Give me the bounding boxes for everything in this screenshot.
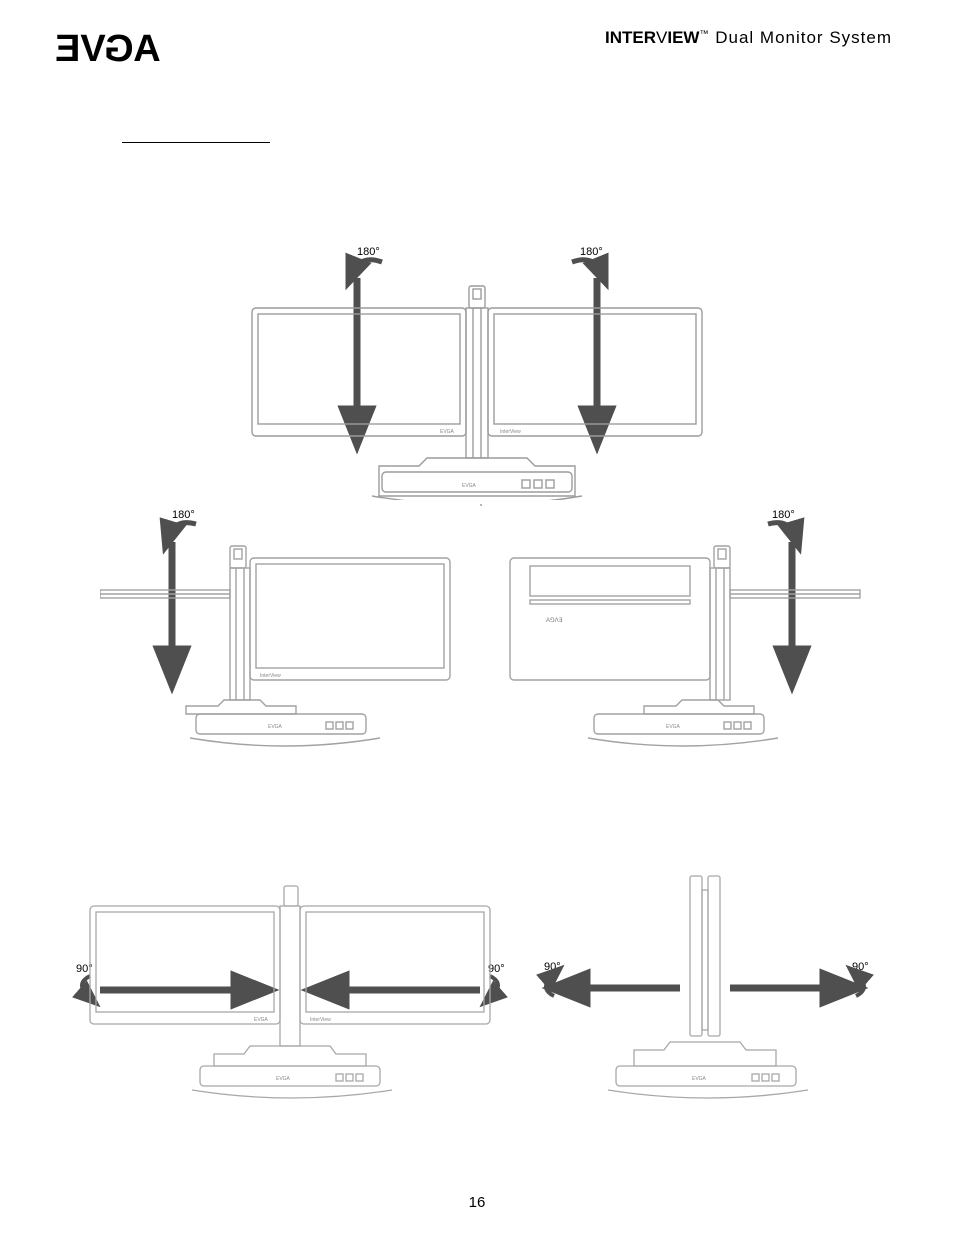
svg-text:EVGA: EVGA: [254, 1017, 269, 1023]
svg-text:EVGA: EVGA: [276, 1076, 291, 1082]
diagram-swing-90-folded: 90° 90° EVGA: [520, 870, 890, 1130]
product-v: V: [656, 28, 667, 47]
page-header: EVGA INTERVIEW™ Dual Monitor System: [0, 0, 954, 71]
svg-text:InterView: InterView: [500, 429, 521, 435]
svg-text:EVGA: EVGA: [692, 1076, 707, 1082]
trademark: ™: [699, 28, 709, 38]
svg-text:EVGA: EVGA: [440, 429, 455, 435]
diagram-top-rotation: 180° 180° EVGA InterView: [222, 240, 732, 510]
angle-label-right: 180°: [580, 246, 603, 258]
product-desc: Dual Monitor System: [715, 28, 892, 47]
brand-logo: EVGA: [56, 28, 160, 71]
back-brand: A⅁Λ∃: [546, 617, 563, 624]
svg-text:EVGA: EVGA: [666, 724, 681, 730]
angle-label-left: 180°: [357, 246, 380, 258]
product-suffix: IEW: [667, 28, 699, 47]
angle-label-left: 90°: [544, 961, 561, 973]
diagram-side-rotation-right: 180° A⅁Λ∃ EVGA: [482, 500, 862, 760]
svg-text:EVGA: EVGA: [268, 724, 283, 730]
angle-label: 180°: [772, 509, 795, 521]
svg-text:EVGA: EVGA: [462, 483, 477, 489]
angle-label: 180°: [172, 509, 195, 521]
product-prefix: INTER: [605, 28, 656, 47]
product-name: INTERVIEW™ Dual Monitor System: [605, 28, 892, 48]
diagram-swing-90-front: 90° 90° EVGA InterView EVGA: [70, 870, 510, 1130]
svg-text:InterView: InterView: [310, 1017, 331, 1023]
page-number: 16: [0, 1194, 954, 1211]
section-underline: [122, 142, 270, 143]
angle-label-right: 90°: [852, 961, 869, 973]
svg-text:InterView: InterView: [260, 673, 281, 679]
diagram-side-rotation-left: 180° InterView EVGA: [100, 500, 480, 760]
manual-page: EVGA INTERVIEW™ Dual Monitor System 180°…: [0, 0, 954, 1235]
